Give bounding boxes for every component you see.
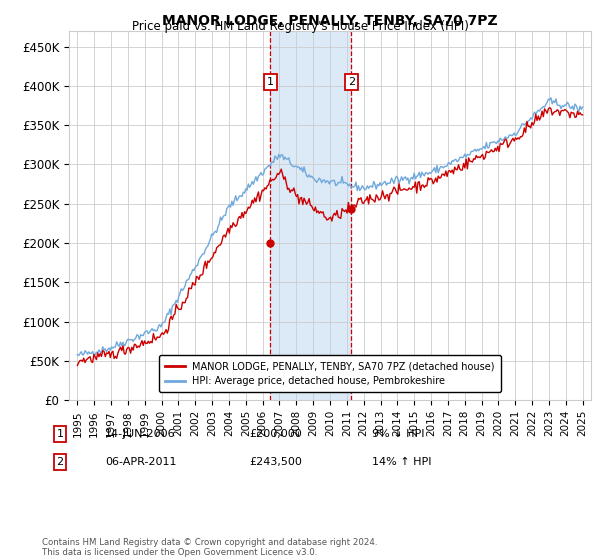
Text: 1: 1 bbox=[56, 429, 64, 439]
Text: 14-JUN-2006: 14-JUN-2006 bbox=[105, 429, 176, 439]
Title: MANOR LODGE, PENALLY, TENBY, SA70 7PZ: MANOR LODGE, PENALLY, TENBY, SA70 7PZ bbox=[162, 14, 498, 28]
Text: 14% ↑ HPI: 14% ↑ HPI bbox=[372, 457, 431, 467]
Bar bbox=[270, 31, 352, 400]
Text: £243,500: £243,500 bbox=[249, 457, 302, 467]
Text: 06-APR-2011: 06-APR-2011 bbox=[105, 457, 176, 467]
Text: Contains HM Land Registry data © Crown copyright and database right 2024.
This d: Contains HM Land Registry data © Crown c… bbox=[42, 538, 377, 557]
Text: 9% ↓ HPI: 9% ↓ HPI bbox=[372, 429, 425, 439]
Text: 2: 2 bbox=[348, 77, 355, 87]
Text: Price paid vs. HM Land Registry's House Price Index (HPI): Price paid vs. HM Land Registry's House … bbox=[131, 20, 469, 32]
Text: £200,000: £200,000 bbox=[249, 429, 302, 439]
Text: 2: 2 bbox=[56, 457, 64, 467]
Legend: MANOR LODGE, PENALLY, TENBY, SA70 7PZ (detached house), HPI: Average price, deta: MANOR LODGE, PENALLY, TENBY, SA70 7PZ (d… bbox=[160, 355, 500, 392]
Text: 1: 1 bbox=[267, 77, 274, 87]
